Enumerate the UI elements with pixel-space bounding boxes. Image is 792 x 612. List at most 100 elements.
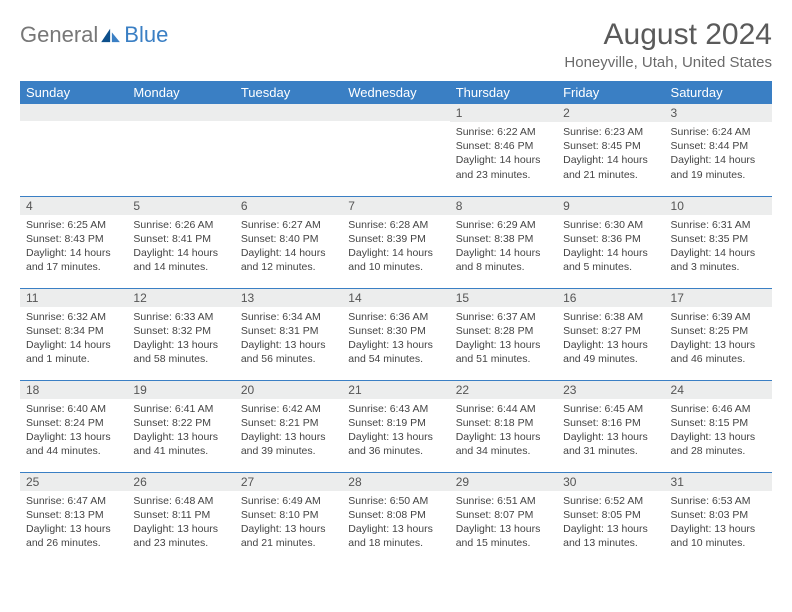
- calendar-week-row: 1Sunrise: 6:22 AM Sunset: 8:46 PM Daylig…: [20, 104, 772, 196]
- day-details: Sunrise: 6:24 AM Sunset: 8:44 PM Dayligh…: [665, 122, 772, 186]
- day-details: Sunrise: 6:28 AM Sunset: 8:39 PM Dayligh…: [342, 215, 449, 279]
- calendar-body: 1Sunrise: 6:22 AM Sunset: 8:46 PM Daylig…: [20, 104, 772, 564]
- calendar-day-cell: 13Sunrise: 6:34 AM Sunset: 8:31 PM Dayli…: [235, 288, 342, 380]
- day-number: 9: [557, 197, 664, 215]
- day-number: 25: [20, 473, 127, 491]
- calendar-day-cell: 29Sunrise: 6:51 AM Sunset: 8:07 PM Dayli…: [450, 472, 557, 564]
- day-details: Sunrise: 6:38 AM Sunset: 8:27 PM Dayligh…: [557, 307, 664, 371]
- calendar-day-cell: 4Sunrise: 6:25 AM Sunset: 8:43 PM Daylig…: [20, 196, 127, 288]
- day-details: Sunrise: 6:25 AM Sunset: 8:43 PM Dayligh…: [20, 215, 127, 279]
- weekday-tue: Tuesday: [235, 81, 342, 104]
- day-number: 8: [450, 197, 557, 215]
- calendar-table: Sunday Monday Tuesday Wednesday Thursday…: [20, 81, 772, 564]
- calendar-week-row: 18Sunrise: 6:40 AM Sunset: 8:24 PM Dayli…: [20, 380, 772, 472]
- day-details: Sunrise: 6:29 AM Sunset: 8:38 PM Dayligh…: [450, 215, 557, 279]
- page-header: General Blue August 2024 Honeyville, Uta…: [20, 18, 772, 71]
- calendar-week-row: 4Sunrise: 6:25 AM Sunset: 8:43 PM Daylig…: [20, 196, 772, 288]
- day-details: Sunrise: 6:41 AM Sunset: 8:22 PM Dayligh…: [127, 399, 234, 463]
- day-number: 14: [342, 289, 449, 307]
- day-details: Sunrise: 6:43 AM Sunset: 8:19 PM Dayligh…: [342, 399, 449, 463]
- calendar-day-cell: 5Sunrise: 6:26 AM Sunset: 8:41 PM Daylig…: [127, 196, 234, 288]
- day-number: 6: [235, 197, 342, 215]
- location: Honeyville, Utah, United States: [564, 54, 772, 71]
- day-details: Sunrise: 6:45 AM Sunset: 8:16 PM Dayligh…: [557, 399, 664, 463]
- day-details: Sunrise: 6:32 AM Sunset: 8:34 PM Dayligh…: [20, 307, 127, 371]
- weekday-thu: Thursday: [450, 81, 557, 104]
- day-details: Sunrise: 6:39 AM Sunset: 8:25 PM Dayligh…: [665, 307, 772, 371]
- calendar-day-cell: 10Sunrise: 6:31 AM Sunset: 8:35 PM Dayli…: [665, 196, 772, 288]
- day-details: Sunrise: 6:31 AM Sunset: 8:35 PM Dayligh…: [665, 215, 772, 279]
- logo-text-blue: Blue: [124, 22, 168, 48]
- month-title: August 2024: [564, 18, 772, 52]
- weekday-fri: Friday: [557, 81, 664, 104]
- sail-icon: [100, 27, 122, 43]
- calendar-day-cell: [127, 104, 234, 196]
- calendar-week-row: 25Sunrise: 6:47 AM Sunset: 8:13 PM Dayli…: [20, 472, 772, 564]
- day-number: 15: [450, 289, 557, 307]
- day-number: [235, 104, 342, 121]
- day-number: 23: [557, 381, 664, 399]
- day-details: Sunrise: 6:47 AM Sunset: 8:13 PM Dayligh…: [20, 491, 127, 555]
- day-number: [20, 104, 127, 121]
- weekday-header-row: Sunday Monday Tuesday Wednesday Thursday…: [20, 81, 772, 104]
- day-details: Sunrise: 6:46 AM Sunset: 8:15 PM Dayligh…: [665, 399, 772, 463]
- calendar-day-cell: 31Sunrise: 6:53 AM Sunset: 8:03 PM Dayli…: [665, 472, 772, 564]
- day-number: 30: [557, 473, 664, 491]
- calendar-day-cell: 25Sunrise: 6:47 AM Sunset: 8:13 PM Dayli…: [20, 472, 127, 564]
- day-number: 24: [665, 381, 772, 399]
- calendar-day-cell: 26Sunrise: 6:48 AM Sunset: 8:11 PM Dayli…: [127, 472, 234, 564]
- day-number: 11: [20, 289, 127, 307]
- day-number: 7: [342, 197, 449, 215]
- calendar-day-cell: 21Sunrise: 6:43 AM Sunset: 8:19 PM Dayli…: [342, 380, 449, 472]
- day-details: Sunrise: 6:53 AM Sunset: 8:03 PM Dayligh…: [665, 491, 772, 555]
- day-number: 1: [450, 104, 557, 122]
- calendar-day-cell: 19Sunrise: 6:41 AM Sunset: 8:22 PM Dayli…: [127, 380, 234, 472]
- weekday-mon: Monday: [127, 81, 234, 104]
- day-details: Sunrise: 6:30 AM Sunset: 8:36 PM Dayligh…: [557, 215, 664, 279]
- day-number: [127, 104, 234, 121]
- day-details: Sunrise: 6:23 AM Sunset: 8:45 PM Dayligh…: [557, 122, 664, 186]
- day-number: 13: [235, 289, 342, 307]
- logo-text-general: General: [20, 22, 98, 48]
- day-details: Sunrise: 6:26 AM Sunset: 8:41 PM Dayligh…: [127, 215, 234, 279]
- day-number: 17: [665, 289, 772, 307]
- day-details: Sunrise: 6:40 AM Sunset: 8:24 PM Dayligh…: [20, 399, 127, 463]
- day-details: Sunrise: 6:51 AM Sunset: 8:07 PM Dayligh…: [450, 491, 557, 555]
- calendar-day-cell: 23Sunrise: 6:45 AM Sunset: 8:16 PM Dayli…: [557, 380, 664, 472]
- calendar-week-row: 11Sunrise: 6:32 AM Sunset: 8:34 PM Dayli…: [20, 288, 772, 380]
- day-details: Sunrise: 6:44 AM Sunset: 8:18 PM Dayligh…: [450, 399, 557, 463]
- calendar-day-cell: 30Sunrise: 6:52 AM Sunset: 8:05 PM Dayli…: [557, 472, 664, 564]
- weekday-sun: Sunday: [20, 81, 127, 104]
- title-block: August 2024 Honeyville, Utah, United Sta…: [564, 18, 772, 71]
- day-details: Sunrise: 6:52 AM Sunset: 8:05 PM Dayligh…: [557, 491, 664, 555]
- day-details: Sunrise: 6:22 AM Sunset: 8:46 PM Dayligh…: [450, 122, 557, 186]
- day-number: 18: [20, 381, 127, 399]
- calendar-day-cell: 12Sunrise: 6:33 AM Sunset: 8:32 PM Dayli…: [127, 288, 234, 380]
- day-number: 5: [127, 197, 234, 215]
- calendar-day-cell: 20Sunrise: 6:42 AM Sunset: 8:21 PM Dayli…: [235, 380, 342, 472]
- logo: General Blue: [20, 18, 168, 48]
- day-details: Sunrise: 6:42 AM Sunset: 8:21 PM Dayligh…: [235, 399, 342, 463]
- calendar-day-cell: [342, 104, 449, 196]
- day-number: 31: [665, 473, 772, 491]
- day-details: Sunrise: 6:50 AM Sunset: 8:08 PM Dayligh…: [342, 491, 449, 555]
- calendar-day-cell: 28Sunrise: 6:50 AM Sunset: 8:08 PM Dayli…: [342, 472, 449, 564]
- calendar-day-cell: [235, 104, 342, 196]
- day-number: 4: [20, 197, 127, 215]
- day-details: Sunrise: 6:27 AM Sunset: 8:40 PM Dayligh…: [235, 215, 342, 279]
- calendar-day-cell: [20, 104, 127, 196]
- day-number: 12: [127, 289, 234, 307]
- day-details: Sunrise: 6:49 AM Sunset: 8:10 PM Dayligh…: [235, 491, 342, 555]
- calendar-day-cell: 16Sunrise: 6:38 AM Sunset: 8:27 PM Dayli…: [557, 288, 664, 380]
- day-number: 26: [127, 473, 234, 491]
- calendar-day-cell: 15Sunrise: 6:37 AM Sunset: 8:28 PM Dayli…: [450, 288, 557, 380]
- calendar-day-cell: 22Sunrise: 6:44 AM Sunset: 8:18 PM Dayli…: [450, 380, 557, 472]
- day-details: Sunrise: 6:34 AM Sunset: 8:31 PM Dayligh…: [235, 307, 342, 371]
- day-number: 16: [557, 289, 664, 307]
- calendar-day-cell: 6Sunrise: 6:27 AM Sunset: 8:40 PM Daylig…: [235, 196, 342, 288]
- calendar-day-cell: 17Sunrise: 6:39 AM Sunset: 8:25 PM Dayli…: [665, 288, 772, 380]
- day-number: 21: [342, 381, 449, 399]
- day-number: 27: [235, 473, 342, 491]
- day-number: 29: [450, 473, 557, 491]
- weekday-wed: Wednesday: [342, 81, 449, 104]
